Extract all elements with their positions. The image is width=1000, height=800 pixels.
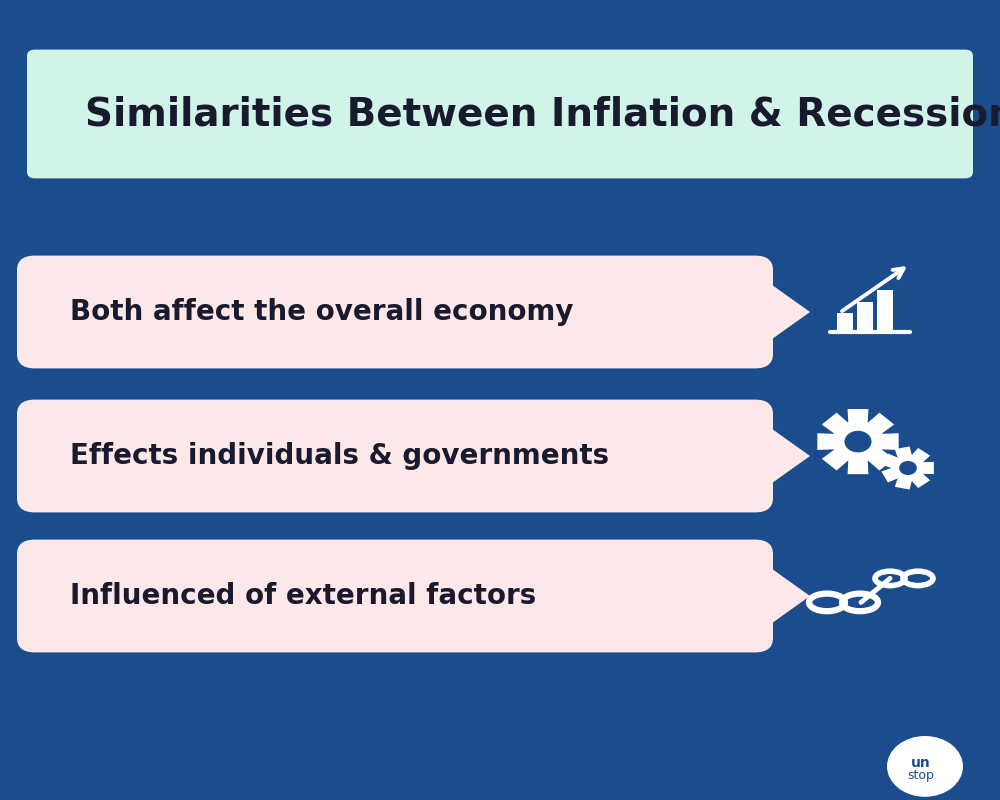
Text: un: un (911, 756, 931, 770)
Polygon shape (817, 409, 899, 474)
Polygon shape (720, 414, 760, 498)
Polygon shape (750, 554, 810, 638)
Polygon shape (750, 413, 810, 499)
Polygon shape (720, 270, 760, 354)
Text: Similarities Between Inflation & Recession: Similarities Between Inflation & Recessi… (85, 95, 1000, 133)
Circle shape (844, 430, 872, 453)
Text: Both affect the overall economy: Both affect the overall economy (70, 298, 574, 326)
FancyBboxPatch shape (17, 540, 773, 653)
Polygon shape (881, 446, 934, 490)
Text: Influenced of external factors: Influenced of external factors (70, 582, 536, 610)
FancyBboxPatch shape (17, 256, 773, 368)
Polygon shape (750, 269, 810, 355)
Text: stop: stop (908, 770, 934, 782)
Bar (837, 314, 853, 332)
Circle shape (899, 461, 917, 475)
Polygon shape (720, 555, 760, 637)
Bar (857, 302, 873, 332)
Circle shape (887, 736, 963, 797)
FancyBboxPatch shape (27, 50, 973, 178)
FancyBboxPatch shape (17, 400, 773, 513)
Bar (877, 290, 893, 332)
Text: Effects individuals & governments: Effects individuals & governments (70, 442, 609, 470)
